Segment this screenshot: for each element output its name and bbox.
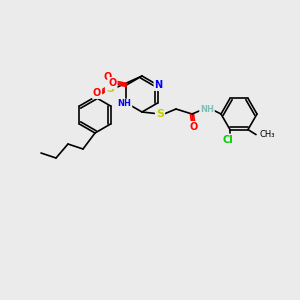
Text: S: S: [156, 109, 164, 119]
Text: CH₃: CH₃: [260, 130, 275, 139]
Text: N: N: [154, 80, 163, 90]
Text: NH: NH: [118, 100, 131, 109]
Text: O: O: [108, 78, 116, 88]
Text: O: O: [190, 122, 198, 132]
Text: NH: NH: [200, 104, 214, 113]
Text: O: O: [93, 88, 101, 98]
Text: Cl: Cl: [223, 135, 233, 145]
Text: O: O: [104, 72, 112, 82]
Text: S: S: [106, 84, 114, 94]
